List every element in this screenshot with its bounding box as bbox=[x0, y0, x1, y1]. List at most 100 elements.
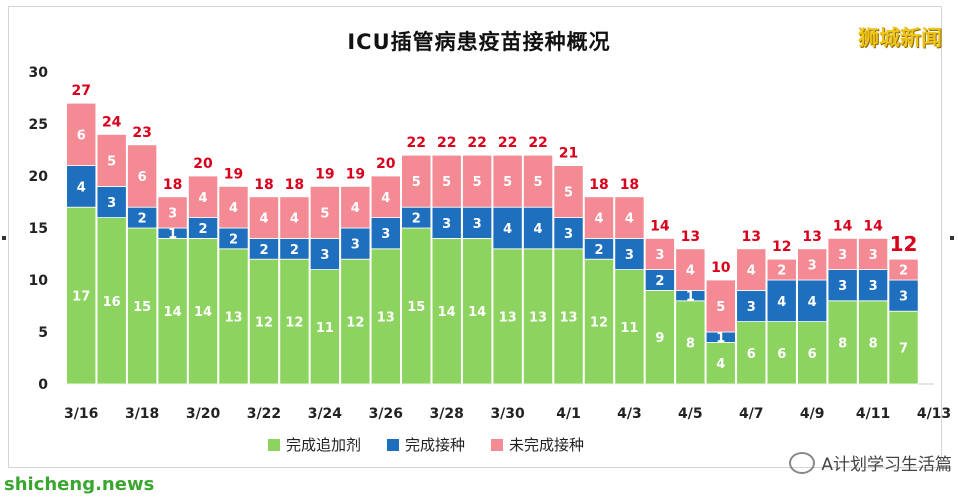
frame-edge-handle bbox=[950, 236, 954, 240]
segment-value-label: 3 bbox=[107, 196, 116, 211]
segment-value-label: 11 bbox=[316, 321, 334, 336]
segment-value-label: 5 bbox=[503, 175, 512, 190]
segment-value-label: 13 bbox=[559, 310, 577, 325]
segment-value-label: 2 bbox=[655, 274, 664, 289]
legend-label-incomplete: 未完成接种 bbox=[509, 436, 585, 454]
bar-segment bbox=[736, 321, 767, 385]
segment-value-label: 5 bbox=[320, 206, 329, 221]
brand-logo-text: 狮城新闻 bbox=[858, 26, 942, 50]
chart-title: ICU插管病患疫苗接种概况 bbox=[347, 30, 611, 54]
bar-segment bbox=[431, 206, 462, 239]
bar-segment bbox=[553, 165, 584, 219]
bar-segment bbox=[340, 227, 371, 260]
x-tick-label: 4/7 bbox=[739, 406, 764, 422]
x-tick-label: 3/24 bbox=[308, 406, 343, 422]
segment-value-label: 13 bbox=[499, 310, 517, 325]
segment-value-label: 3 bbox=[655, 248, 664, 263]
segment-value-label: 3 bbox=[808, 258, 817, 273]
segment-value-label: 4 bbox=[534, 222, 543, 237]
segment-value-label: 8 bbox=[686, 336, 695, 351]
total-value-label: 18 bbox=[285, 177, 304, 193]
segment-value-label: 12 bbox=[590, 316, 608, 331]
bar-segment bbox=[218, 185, 249, 229]
bar-segment bbox=[309, 237, 340, 270]
total-value-label: 12 bbox=[890, 232, 918, 256]
bar-segment bbox=[523, 154, 554, 208]
segment-value-label: 14 bbox=[438, 305, 456, 320]
segment-value-label: 1 bbox=[686, 290, 695, 305]
total-value-label: 20 bbox=[376, 156, 396, 172]
bar-segment bbox=[66, 102, 97, 166]
bar-segment bbox=[309, 269, 340, 385]
bar-segment bbox=[492, 248, 523, 385]
segment-value-label: 4 bbox=[351, 201, 360, 216]
bar-segment bbox=[127, 227, 158, 385]
segment-value-label: 14 bbox=[194, 305, 212, 320]
total-value-label: 14 bbox=[863, 218, 883, 234]
segment-value-label: 12 bbox=[285, 316, 303, 331]
bar-segment bbox=[401, 154, 432, 208]
segment-value-label: 3 bbox=[381, 227, 390, 242]
segment-value-label: 13 bbox=[529, 310, 547, 325]
bar-segment bbox=[492, 206, 523, 250]
segment-value-label: 4 bbox=[808, 295, 817, 310]
bar-segment bbox=[188, 237, 219, 385]
segment-value-label: 14 bbox=[164, 305, 182, 320]
bar-segment bbox=[127, 144, 158, 208]
bar-segment bbox=[553, 217, 584, 250]
y-tick-label: 25 bbox=[29, 117, 48, 133]
segment-value-label: 4 bbox=[381, 191, 390, 206]
x-tick-label: 4/9 bbox=[800, 406, 825, 422]
y-tick-label: 20 bbox=[29, 169, 49, 185]
legend-item-incomplete: 未完成接种 bbox=[491, 434, 584, 455]
x-tick-label: 3/26 bbox=[369, 406, 403, 422]
segment-value-label: 15 bbox=[133, 300, 151, 315]
chart-legend: 完成追加剂 完成接种 未完成接种 bbox=[268, 434, 584, 455]
x-tick-label: 4/3 bbox=[617, 406, 642, 422]
bar-segment bbox=[492, 154, 523, 208]
segment-value-label: 2 bbox=[290, 243, 299, 258]
segment-value-label: 11 bbox=[620, 321, 638, 336]
bar-segment bbox=[248, 258, 279, 385]
segment-value-label: 5 bbox=[412, 175, 421, 190]
bar-segment bbox=[340, 185, 371, 229]
segment-value-label: 4 bbox=[259, 212, 268, 227]
y-tick-label: 30 bbox=[29, 65, 49, 81]
bar-segment bbox=[858, 237, 889, 270]
bar-segment bbox=[188, 175, 219, 218]
bar-segment bbox=[431, 154, 462, 208]
bar-segment bbox=[675, 248, 706, 291]
segment-value-label: 4 bbox=[625, 212, 634, 227]
segment-value-label: 8 bbox=[838, 336, 847, 351]
segment-value-label: 2 bbox=[899, 264, 908, 279]
legend-swatch-incomplete bbox=[491, 438, 504, 451]
bar-segment bbox=[370, 175, 401, 218]
total-value-label: 20 bbox=[193, 156, 213, 172]
y-tick-label: 15 bbox=[29, 221, 48, 237]
bar-segment bbox=[675, 300, 706, 385]
x-tick-label: 3/28 bbox=[430, 406, 464, 422]
segment-value-label: 5 bbox=[107, 154, 116, 169]
bar-segment bbox=[827, 237, 858, 270]
x-tick-label: 3/16 bbox=[64, 406, 98, 422]
x-tick-label: 4/1 bbox=[556, 406, 581, 422]
total-value-label: 18 bbox=[254, 177, 273, 193]
bar-segment bbox=[218, 248, 249, 385]
x-tick-label: 3/22 bbox=[247, 406, 281, 422]
segment-value-label: 3 bbox=[473, 217, 482, 232]
legend-label-full: 完成接种 bbox=[405, 436, 466, 454]
total-value-label: 13 bbox=[802, 229, 821, 245]
segment-value-label: 14 bbox=[468, 305, 486, 320]
segment-value-label: 2 bbox=[199, 222, 208, 237]
bar-segment bbox=[583, 258, 615, 385]
segment-value-label: 4 bbox=[503, 222, 512, 237]
bar-segment bbox=[157, 237, 188, 385]
bar-segment bbox=[157, 196, 188, 229]
bar-segment bbox=[766, 258, 797, 281]
site-watermark: shicheng.news bbox=[4, 474, 155, 495]
total-value-label: 13 bbox=[742, 229, 761, 245]
segment-value-label: 3 bbox=[442, 217, 451, 232]
segment-value-label: 13 bbox=[224, 310, 242, 325]
bar-segment bbox=[888, 258, 919, 281]
